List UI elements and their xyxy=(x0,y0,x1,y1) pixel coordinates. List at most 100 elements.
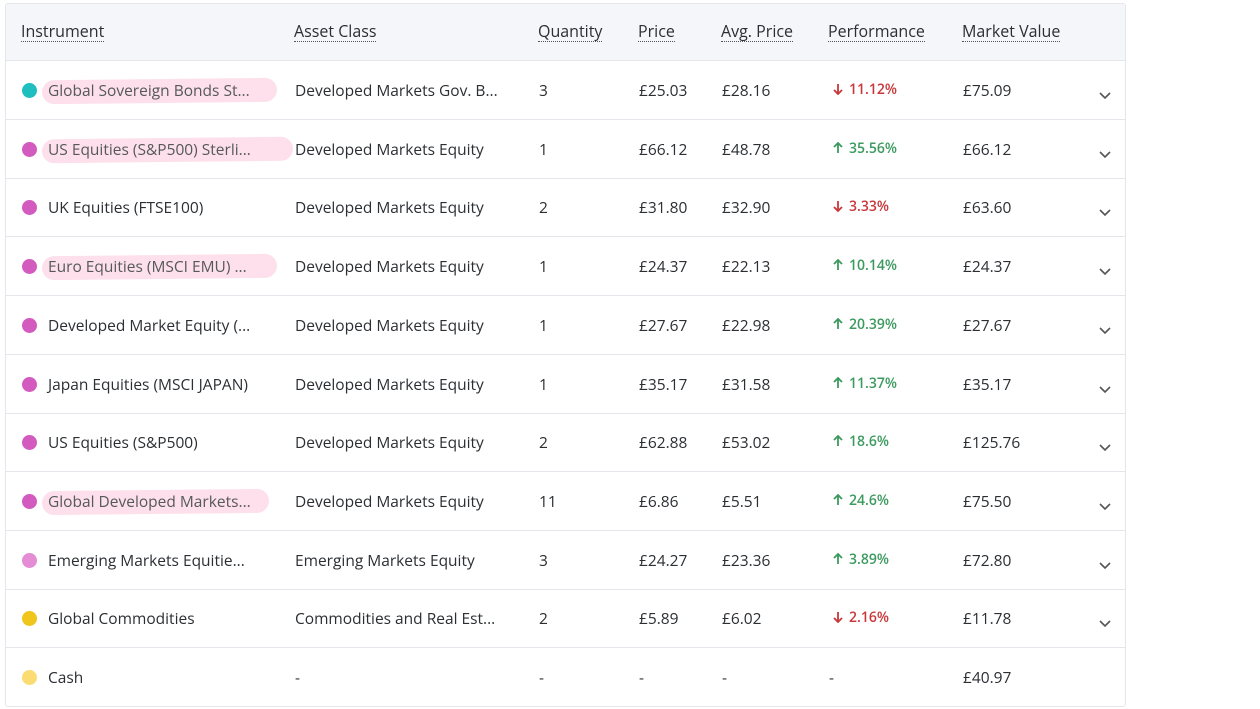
trend-arrow xyxy=(833,552,843,564)
performance-value: 3.33% xyxy=(849,197,889,217)
price: £66.12 xyxy=(639,137,688,160)
quantity: 1 xyxy=(539,137,548,160)
instrument: Global Sovereign Bonds St... xyxy=(48,79,250,101)
expand-chevron[interactable] xyxy=(1098,378,1112,400)
holdings-table: Instrument Asset Class Quantity Price Avg. P… xyxy=(5,3,1126,707)
expand-chevron[interactable] xyxy=(1098,143,1112,165)
quantity: 3 xyxy=(539,548,548,571)
performance: 3.33% xyxy=(833,197,889,217)
avg-price: - xyxy=(722,666,727,688)
performance-value: 18.6% xyxy=(849,432,889,452)
performance: 20.39% xyxy=(833,315,897,335)
color-dot xyxy=(22,670,37,685)
column-header[interactable]: Price xyxy=(638,20,675,42)
price: £31.80 xyxy=(639,196,688,219)
instrument: Developed Market Equity (... xyxy=(48,313,251,336)
instrument: Global Commodities xyxy=(48,607,195,630)
performance-value: 11.12% xyxy=(849,80,897,99)
trend-arrow xyxy=(833,84,843,96)
color-dot xyxy=(22,435,37,451)
market-value: £11.78 xyxy=(963,607,1012,630)
price: £35.17 xyxy=(639,372,688,395)
trend-arrow xyxy=(833,434,843,447)
performance: 35.56% xyxy=(833,139,897,159)
instrument: Cash xyxy=(48,666,84,688)
quantity: 2 xyxy=(539,196,548,219)
avg-price: £53.02 xyxy=(722,431,771,454)
table-row[interactable]: Euro Equities (MSCI EMU) ... Developed Ma… xyxy=(6,237,1125,297)
avg-price: £28.16 xyxy=(722,79,771,101)
expand-chevron[interactable] xyxy=(1098,319,1112,341)
color-dot xyxy=(22,83,37,98)
expand-chevron[interactable] xyxy=(1098,260,1112,282)
table-row[interactable]: Global Commodities Commodities and Real E… xyxy=(6,589,1125,649)
table-row[interactable]: UK Equities (FTSE100) Developed Markets E… xyxy=(6,178,1125,238)
trend-arrow xyxy=(833,141,843,153)
expand-chevron[interactable] xyxy=(1098,201,1112,223)
market-value: £72.80 xyxy=(963,548,1012,571)
asset-class: Developed Markets Equity xyxy=(295,137,484,160)
avg-price: £22.98 xyxy=(722,313,771,336)
expand-chevron[interactable] xyxy=(1098,495,1112,517)
performance: 2.16% xyxy=(833,608,889,628)
quantity: 11 xyxy=(539,489,557,512)
avg-price: £5.51 xyxy=(722,489,762,512)
table-row[interactable]: US Equities (S&P500) Sterli... Developed … xyxy=(6,120,1125,179)
column-header[interactable]: Asset Class xyxy=(294,20,377,42)
quantity: 3 xyxy=(539,79,548,101)
table-row[interactable]: Global Developed Markets... Developed Mar… xyxy=(6,472,1125,531)
quantity: - xyxy=(539,666,544,688)
expand-chevron[interactable] xyxy=(1098,84,1112,106)
performance: - xyxy=(829,666,834,688)
column-header[interactable]: Avg. Price xyxy=(721,20,794,42)
table-row[interactable]: Emerging Markets Equitie... Emerging Mark… xyxy=(6,531,1125,590)
instrument: Emerging Markets Equitie... xyxy=(48,548,245,571)
performance: 18.6% xyxy=(833,432,889,452)
performance: 10.14% xyxy=(833,256,897,276)
color-dot xyxy=(22,317,37,333)
performance-value: 3.89% xyxy=(849,549,889,569)
instrument: Euro Equities (MSCI EMU) ... xyxy=(48,255,247,278)
avg-price: £32.90 xyxy=(722,196,771,219)
price: £25.03 xyxy=(639,79,688,101)
market-value: £27.67 xyxy=(963,313,1012,336)
instrument: US Equities (S&P500) xyxy=(48,431,198,454)
quantity: 1 xyxy=(539,372,548,395)
table-row[interactable]: US Equities (S&P500) Developed Markets Eq… xyxy=(6,413,1125,473)
color-dot xyxy=(22,611,37,627)
column-header[interactable]: Performance xyxy=(828,20,925,42)
expand-chevron[interactable] xyxy=(1098,554,1112,576)
table-row[interactable]: Japan Equities (MSCI JAPAN) Developed Mar… xyxy=(6,355,1125,414)
performance-value: 24.6% xyxy=(849,490,889,510)
table-row[interactable]: Cash - - - - - £40.97 xyxy=(6,648,1125,706)
quantity: 1 xyxy=(539,313,548,336)
color-dot xyxy=(22,493,37,509)
performance-value: 35.56% xyxy=(849,138,897,158)
asset-class: Developed Markets Gov. B... xyxy=(295,79,498,101)
asset-class: Developed Markets Equity xyxy=(295,313,484,336)
quantity: 2 xyxy=(539,431,548,454)
table-row[interactable]: Global Sovereign Bonds St... Developed Ma… xyxy=(6,61,1125,120)
column-header[interactable]: Quantity xyxy=(538,20,603,42)
table-row[interactable]: Developed Market Equity (... Developed Ma… xyxy=(6,296,1125,355)
performance: 24.6% xyxy=(833,491,889,511)
performance-value: 11.37% xyxy=(849,373,897,393)
trend-arrow xyxy=(833,258,843,271)
avg-price: £48.78 xyxy=(722,137,771,160)
avg-price: £31.58 xyxy=(722,372,771,395)
expand-chevron[interactable] xyxy=(1098,436,1112,458)
performance-value: 10.14% xyxy=(849,256,897,276)
expand-chevron[interactable] xyxy=(1098,612,1112,634)
instrument: UK Equities (FTSE100) xyxy=(48,196,204,219)
trend-arrow xyxy=(833,376,843,388)
trend-arrow xyxy=(833,317,843,329)
asset-class: Developed Markets Equity xyxy=(295,431,484,454)
column-header[interactable]: Instrument xyxy=(21,20,105,42)
price: £6.86 xyxy=(639,489,679,512)
column-header[interactable]: Market Value xyxy=(962,20,1061,42)
performance-value: 20.39% xyxy=(849,314,897,334)
color-dot xyxy=(22,376,37,392)
color-dot xyxy=(22,552,37,568)
color-dot xyxy=(22,141,37,157)
asset-class: Developed Markets Equity xyxy=(295,196,484,219)
